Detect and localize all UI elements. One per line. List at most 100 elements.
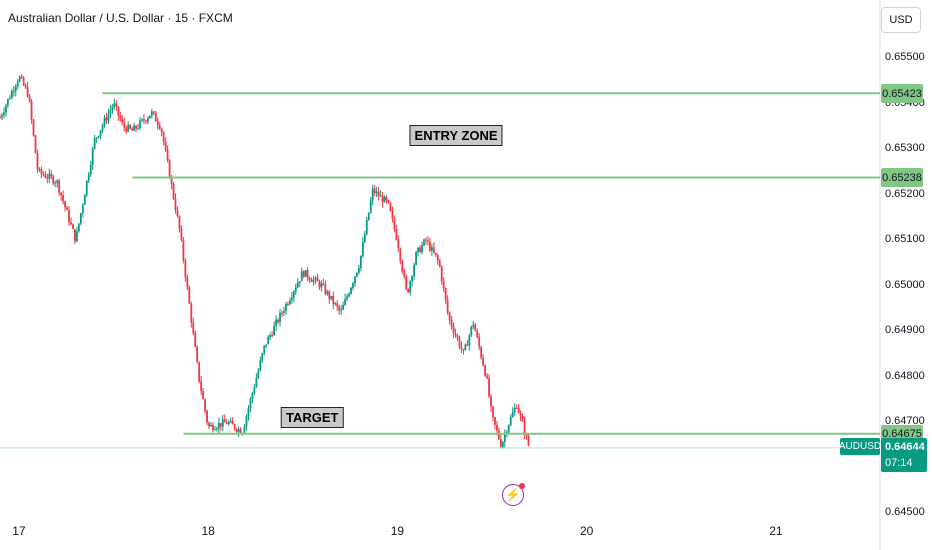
candle-body [369, 200, 372, 213]
candle-body [306, 270, 309, 278]
candle-body [468, 335, 471, 346]
chart-annotation: TARGET [281, 406, 344, 428]
candle-body [285, 303, 287, 312]
candle-body [30, 101, 33, 120]
candle-body [279, 312, 281, 323]
candle-body [405, 276, 408, 289]
candle-body [42, 173, 45, 176]
candle-body [496, 424, 498, 431]
current-price-value: 0.64644 [885, 440, 925, 453]
candle-body [208, 422, 210, 427]
candle-body [525, 434, 528, 436]
candle-body [385, 196, 388, 201]
y-tick-label: 0.65100 [885, 233, 925, 246]
x-tick-label: 19 [390, 524, 405, 538]
candle-body [269, 335, 272, 337]
currency-button[interactable]: USD [881, 7, 921, 33]
candle-body [379, 195, 382, 197]
candle-body [210, 424, 212, 427]
candle-body [448, 312, 451, 320]
candle-body [442, 281, 445, 289]
candle-body [292, 291, 295, 298]
candle-body [245, 416, 248, 426]
candle-body [265, 344, 268, 346]
candle-body [515, 407, 518, 409]
candle-body [336, 303, 339, 307]
candle-body [174, 198, 177, 211]
candle-countdown: 07:14 [885, 456, 913, 469]
candle-body [304, 270, 307, 277]
candle-body [188, 287, 191, 304]
candle-body [247, 408, 250, 417]
current-price-tag: 0.64644 07:14 [881, 437, 927, 472]
candle-body [192, 322, 195, 333]
candle-body [322, 283, 325, 285]
symbol-label: AUDUSD [839, 437, 881, 455]
candle-body [478, 336, 481, 347]
candle-body [150, 111, 153, 116]
candle-body [484, 365, 487, 376]
candle-body [509, 417, 512, 426]
candle-body [456, 335, 459, 339]
candle-body [91, 148, 94, 165]
chart-annotation: ENTRY ZONE [409, 124, 503, 146]
candle-body [354, 276, 356, 284]
candle-body [93, 138, 96, 149]
candle-body [332, 295, 335, 305]
candle-body [419, 247, 421, 253]
candle-body [3, 112, 5, 116]
candle-body [68, 210, 70, 223]
candle-body [371, 188, 374, 201]
candle-body [470, 326, 473, 336]
candle-body [103, 117, 106, 126]
candle-body [200, 381, 203, 391]
candle-body [474, 324, 477, 332]
candle-body [259, 360, 262, 371]
candle-body [393, 218, 396, 229]
candle-body [0, 117, 1, 119]
candle-body [24, 85, 27, 88]
candle-body [227, 422, 230, 425]
candle-body [261, 353, 264, 361]
candle-body [97, 135, 100, 138]
candle-body [101, 125, 104, 131]
candle-body [348, 293, 350, 297]
candle-body [513, 407, 516, 413]
candle-body [342, 305, 345, 310]
candle-body [231, 420, 234, 425]
candle-body [148, 115, 151, 119]
candle-body [170, 178, 173, 184]
y-tick-label: 0.64900 [885, 324, 925, 337]
candle-body [383, 196, 386, 203]
candle-body [28, 96, 31, 102]
candle-body [517, 408, 520, 413]
candle-body [131, 128, 134, 131]
candle-body [415, 252, 417, 265]
candle-body [233, 424, 236, 430]
candle-body [464, 344, 467, 350]
candle-body [152, 111, 155, 114]
candle-body [482, 357, 485, 366]
candle-body [125, 127, 128, 132]
candle-body [77, 223, 80, 232]
x-tick-label: 21 [769, 524, 783, 538]
candle-body [452, 326, 455, 334]
candle-body [6, 99, 9, 106]
candle-body [326, 291, 329, 294]
candle-body [14, 86, 17, 92]
candle-body [466, 344, 469, 346]
candle-body [141, 119, 143, 121]
candle-body [137, 127, 139, 129]
candle-body [50, 173, 53, 177]
candle-body [283, 311, 285, 313]
candle-body [344, 299, 346, 306]
candle-body [263, 345, 266, 354]
candle-body [44, 175, 47, 178]
candle-body [492, 406, 494, 418]
candle-body [352, 283, 354, 288]
candle-body [432, 247, 435, 253]
candle-body [40, 169, 43, 174]
candle-body [377, 191, 380, 197]
candle-body [204, 399, 206, 411]
